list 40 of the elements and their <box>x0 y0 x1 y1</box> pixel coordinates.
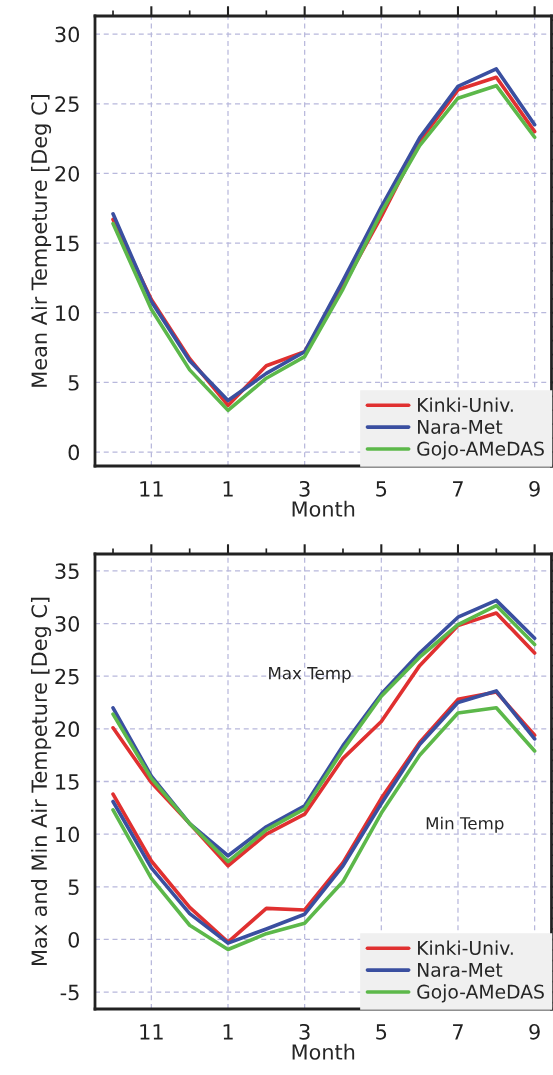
y-axis-title: Max and Min Air Tempeture [Deg C] <box>30 597 52 965</box>
annotation: Min Temp <box>426 816 504 833</box>
y-tick-label: 25 <box>55 668 79 685</box>
x-tick-label: 5 <box>376 1024 387 1040</box>
y-tick-label: 25 <box>55 96 79 112</box>
legend-label: Gojo-AMeDAS <box>417 441 544 460</box>
y-tick-label: 5 <box>68 375 79 391</box>
y-tick-label: 5 <box>68 879 79 896</box>
x-axis-title: Month <box>292 500 355 517</box>
y-tick-label: 0 <box>68 444 80 461</box>
x-tick-label: 7 <box>453 1024 463 1040</box>
annotation: Max Temp <box>269 667 351 683</box>
y-tick-label: 30 <box>55 26 80 43</box>
x-tick-label: 11 <box>140 1024 163 1040</box>
y-tick-label: 10 <box>56 305 80 321</box>
x-tick-label: 9 <box>529 1023 540 1040</box>
y-tick-label: 20 <box>55 721 80 738</box>
x-tick-label: 3 <box>299 480 310 497</box>
legend-label: Kinki-Univ. <box>418 940 513 956</box>
x-tick-label: 5 <box>376 481 387 497</box>
x-tick-label: 7 <box>453 481 463 497</box>
legend-label: Kinki-Univ. <box>418 397 513 413</box>
x-tick-label: 1 <box>223 481 233 497</box>
y-tick-label: -5 <box>60 984 79 1001</box>
y-tick-label: 30 <box>55 615 80 632</box>
x-tick-label: 3 <box>299 1023 310 1040</box>
legend-label: Gojo-AMeDAS <box>417 984 544 1003</box>
x-tick-label: 11 <box>140 481 163 497</box>
y-axis-title: Mean Air Tempeture [Deg C] <box>30 95 52 387</box>
y-tick-label: 10 <box>56 826 80 843</box>
x-axis-title: Month <box>292 1043 355 1060</box>
y-tick-label: 15 <box>56 235 79 252</box>
legend-label: Nara-Met <box>418 419 503 434</box>
x-tick-label: 1 <box>223 1024 233 1040</box>
y-tick-label: 20 <box>55 165 80 182</box>
y-tick-label: 15 <box>56 774 79 790</box>
legend-label: Nara-Met <box>418 962 503 977</box>
x-tick-label: 9 <box>529 480 540 497</box>
y-tick-label: 35 <box>55 563 79 580</box>
y-tick-label: 0 <box>68 931 80 948</box>
